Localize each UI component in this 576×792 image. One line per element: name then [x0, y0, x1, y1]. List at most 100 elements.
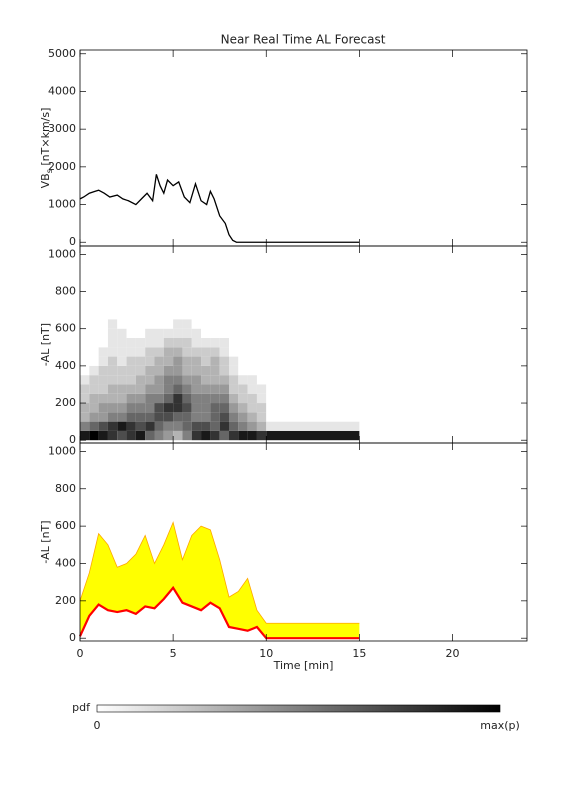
pdf-cell — [201, 393, 211, 404]
pdf-cell — [145, 412, 155, 422]
y-tick-label: 400 — [55, 556, 76, 569]
pdf-cell — [191, 430, 202, 441]
pdf-cell — [135, 347, 146, 357]
pdf-cell — [117, 412, 127, 422]
pdf-cell — [80, 337, 90, 348]
pdf-cell — [247, 384, 257, 394]
y-axis-label-part: VB — [39, 173, 52, 188]
pdf-cell — [182, 421, 192, 431]
pdf-cell — [256, 430, 267, 441]
pdf-cell — [117, 347, 127, 357]
pdf-cell — [145, 356, 155, 366]
pdf-cell — [145, 393, 155, 404]
y-tick-label: 800 — [55, 285, 76, 298]
pdf-cell — [256, 375, 267, 385]
pdf-cell — [89, 356, 99, 366]
pdf-cell — [191, 347, 202, 357]
pdf-cell — [191, 403, 202, 413]
pdf-cell — [154, 375, 164, 385]
pdf-cell — [98, 393, 108, 404]
pdf-cell — [173, 384, 183, 394]
pdf-cell — [89, 421, 99, 431]
pdf-cell — [201, 337, 211, 348]
pdf-cell — [107, 403, 118, 413]
x-tick-label: 5 — [170, 647, 177, 660]
pdf-cell — [80, 356, 90, 366]
panel: 0 200 400 600 800 1000 -AL [nT] — [39, 245, 528, 446]
pdf-cell — [117, 430, 127, 441]
pdf-cell — [126, 365, 136, 376]
pdf-cell — [89, 412, 99, 422]
pdf-cell — [210, 337, 220, 348]
pdf-cell — [98, 365, 108, 376]
x-tick-label: 20 — [446, 647, 460, 660]
pdf-cell — [154, 365, 164, 376]
pdf-cell — [107, 430, 118, 441]
pdf-cell — [201, 412, 211, 422]
pdf-cell — [135, 384, 146, 394]
y-tick-label: 0 — [69, 433, 76, 446]
pdf-cell — [135, 403, 146, 413]
pdf-cell — [238, 412, 248, 422]
pdf-cell — [182, 347, 192, 357]
pdf-cell — [173, 375, 183, 385]
pdf-cell — [201, 403, 211, 413]
pdf-cell — [201, 430, 211, 441]
pdf-cell — [191, 384, 202, 394]
pdf-cell — [107, 337, 118, 348]
pdf-cell — [98, 412, 108, 422]
pdf-cell — [210, 421, 220, 431]
pdf-cell — [229, 393, 239, 404]
pdf-cell — [135, 393, 146, 404]
pdf-cell — [256, 328, 267, 338]
pdf-cell — [163, 412, 174, 422]
pdf-cell — [219, 430, 229, 441]
pdf-cell — [201, 375, 211, 385]
pdf-cell — [163, 393, 174, 404]
pdf-cell — [229, 319, 239, 329]
pdf-cell — [266, 337, 360, 348]
pdf-cell — [182, 430, 192, 441]
pdf-cell — [219, 337, 229, 348]
median-line — [78, 585, 360, 640]
pdf-cell — [80, 365, 90, 376]
pdf-cell — [135, 375, 146, 385]
pdf-cell — [173, 347, 183, 357]
panel: 0 1000 2000 3000 4000 5000 VBs [nT×km/s] — [39, 47, 528, 248]
pdf-cell — [154, 384, 164, 394]
pdf-cell — [266, 384, 360, 394]
pdf-cell — [256, 403, 267, 413]
pdf-cell — [145, 328, 155, 338]
y-tick-label: 200 — [55, 594, 76, 607]
pdf-cell — [98, 403, 108, 413]
pdf-cell — [256, 412, 267, 422]
pdf-cell — [80, 421, 90, 431]
pdf-cell — [98, 328, 108, 338]
pdf-cell — [201, 328, 211, 338]
pdf-cell — [173, 430, 183, 441]
pdf-cell — [266, 375, 360, 385]
pdf-cell — [135, 421, 146, 431]
pdf-cell — [182, 328, 192, 338]
pdf-cell — [80, 375, 90, 385]
data-line — [79, 174, 360, 243]
y-tick-label: 600 — [55, 322, 76, 335]
pdf-cell — [89, 430, 99, 441]
pdf-cell — [107, 347, 118, 357]
pdf-cell — [117, 421, 127, 431]
pdf-cell — [219, 393, 229, 404]
pdf-cell — [247, 403, 257, 413]
pdf-cell — [154, 403, 164, 413]
pdf-cell — [256, 319, 267, 329]
pdf-cell — [89, 347, 99, 357]
pdf-cell — [201, 319, 211, 329]
x-tick-label: 10 — [259, 647, 273, 660]
pdf-cell — [256, 337, 267, 348]
y-tick-label: 0 — [69, 631, 76, 644]
pdf-cell — [154, 328, 164, 338]
pdf-cell — [126, 375, 136, 385]
pdf-cell — [256, 384, 267, 394]
pdf-cell — [229, 384, 239, 394]
pdf-cell — [107, 319, 118, 329]
pdf-cell — [80, 430, 90, 441]
